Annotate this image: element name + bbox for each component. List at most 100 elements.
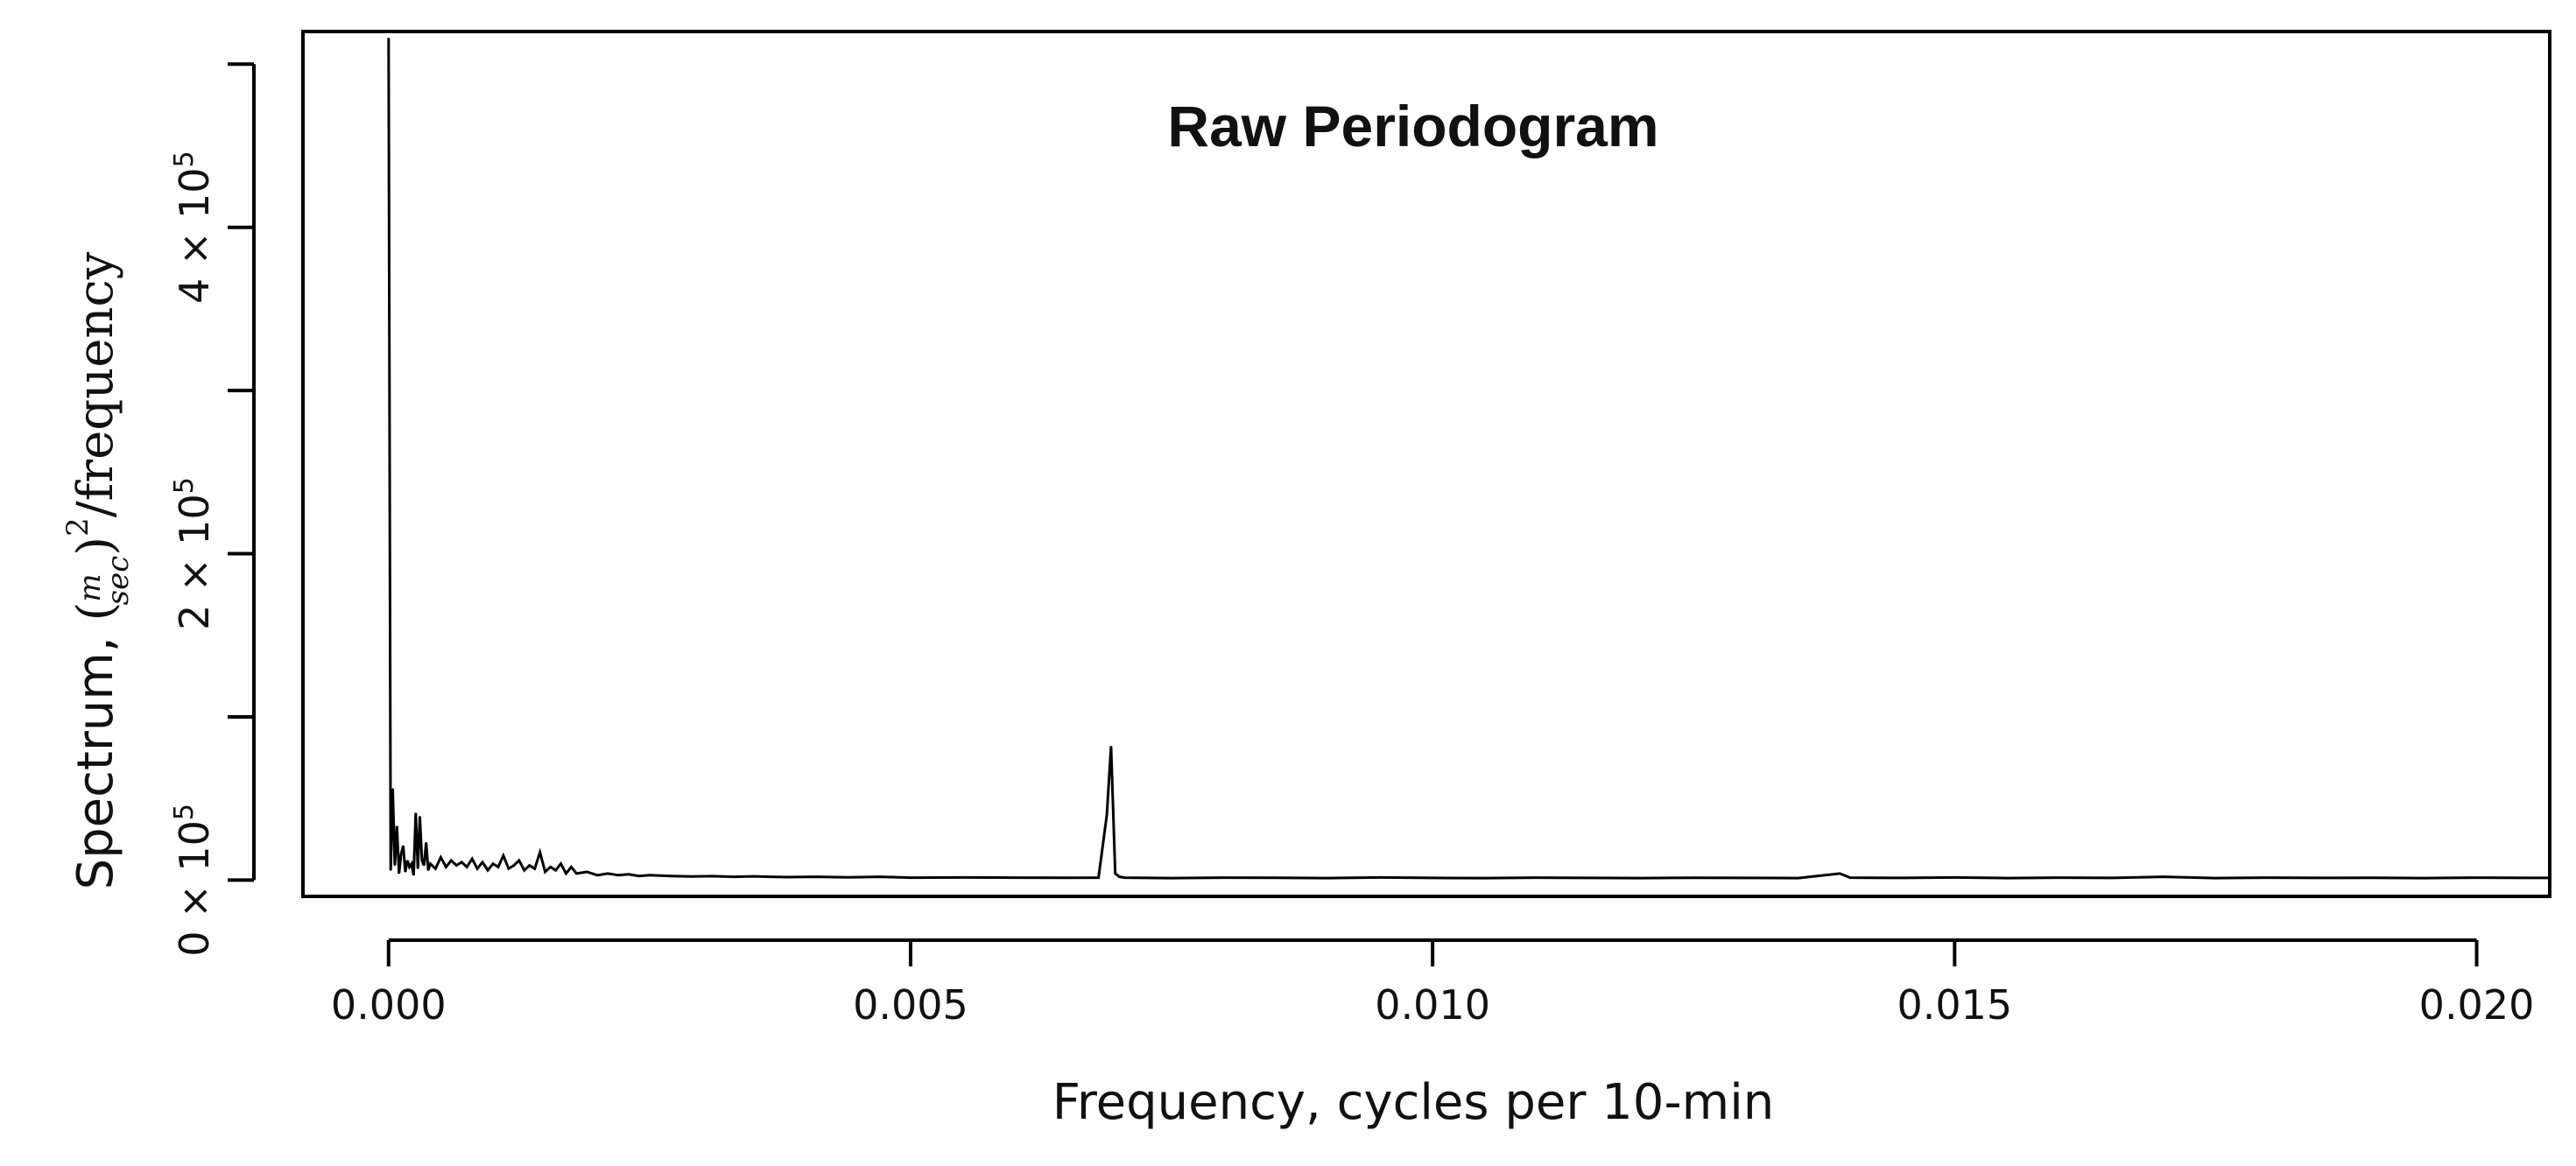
data-point (398, 873, 400, 874)
data-point (1106, 814, 1108, 816)
data-point (400, 853, 402, 855)
series-layer (387, 37, 2551, 880)
data-point (617, 874, 619, 876)
data-point (2475, 877, 2478, 879)
data-point (962, 876, 964, 879)
data-point (638, 875, 640, 877)
data-point (586, 871, 588, 873)
data-point (492, 863, 494, 865)
data-point (816, 876, 818, 878)
y-tick-label-exponent: 5 (169, 151, 200, 167)
data-point (476, 867, 478, 869)
data-point (394, 865, 396, 867)
data-point (1536, 877, 1538, 879)
data-point (560, 863, 562, 865)
data-point (508, 867, 510, 869)
plot-frame (301, 30, 2551, 898)
data-point (1066, 877, 1068, 879)
data-point (1118, 876, 1120, 878)
data-point (753, 875, 755, 877)
data-point (411, 863, 412, 865)
svg-text:Spectrum, (msec)2/frequency: Spectrum, (msec)2/frequency (60, 251, 136, 889)
data-point (1379, 876, 1382, 879)
data-point (575, 873, 578, 874)
data-point (1223, 877, 1225, 879)
y-axis-label-numerator: m (73, 573, 108, 601)
data-point (2549, 877, 2551, 879)
data-point (1902, 877, 1904, 879)
data-point (1110, 745, 1112, 748)
x-axis: 0.000 0.005 0.010 0.015 0.020 (331, 938, 2535, 1029)
data-point (434, 867, 436, 869)
data-point (1745, 877, 1747, 879)
data-point (412, 874, 414, 876)
y-axis-label-power: 2 (60, 517, 95, 537)
data-point (1839, 873, 1841, 874)
data-point (2163, 876, 2164, 878)
data-point (2528, 877, 2530, 879)
data-point (2110, 877, 2112, 879)
data-point (513, 865, 515, 867)
data-point (910, 877, 911, 879)
x-tick-label: 0.015 (1897, 981, 2012, 1029)
data-point (1641, 877, 1643, 879)
data-point (1115, 873, 1116, 874)
data-point (417, 867, 419, 869)
data-point (732, 876, 734, 878)
data-point (388, 37, 390, 39)
data-point (429, 863, 432, 865)
y-axis-label: Spectrum, (msec)2/frequency (60, 251, 136, 889)
x-tick-label: 0.020 (2419, 981, 2535, 1029)
x-tick-label: 0.005 (853, 981, 968, 1029)
data-point (1123, 877, 1125, 879)
data-point (1588, 877, 1590, 879)
data-point (455, 865, 457, 867)
y-tick-label-mantissa: 0 × 10 (171, 820, 218, 957)
data-point (534, 867, 536, 869)
data-point (391, 788, 394, 790)
data-point (565, 873, 567, 874)
data-point (482, 861, 483, 863)
data-point (2267, 877, 2269, 879)
data-point (423, 865, 425, 867)
x-tick-label: 0.010 (1375, 981, 1490, 1029)
data-point (471, 858, 473, 860)
data-point (539, 852, 541, 853)
data-point (649, 874, 651, 876)
data-point (2371, 877, 2373, 879)
data-point (596, 874, 598, 876)
data-point (1484, 877, 1486, 879)
data-point (555, 869, 557, 871)
data-point (1953, 876, 1955, 879)
data-point (487, 869, 489, 871)
y-tick-label-exponent: 5 (169, 804, 200, 820)
y-axis-label-prefix: Spectrum, (67, 621, 124, 889)
y-tick-label-exponent: 5 (169, 477, 200, 494)
chart-title: Raw Periodogram (1167, 94, 1658, 158)
y-tick-label-mantissa: 2 × 10 (171, 494, 218, 630)
y-tick-label: 4 × 105 (169, 151, 218, 304)
y-axis-label-denominator: sec (101, 556, 136, 606)
data-point (427, 869, 429, 871)
data-point (1327, 877, 1329, 879)
x-tick-label: 0.000 (331, 981, 447, 1029)
data-point (2424, 877, 2425, 879)
y-tick-label-mantissa: 4 × 10 (171, 167, 218, 304)
data-point (1098, 877, 1100, 879)
data-point (419, 816, 421, 818)
periodogram-line (387, 38, 2550, 880)
data-point (1275, 877, 1277, 879)
data-point (711, 875, 714, 877)
data-point (461, 861, 462, 863)
data-point (607, 873, 609, 874)
data-point (878, 876, 880, 878)
data-point (1014, 877, 1016, 879)
data-point (691, 875, 693, 877)
y-tick-label: 0 × 105 (169, 804, 218, 957)
data-point (415, 812, 417, 814)
y-axis-label-close-paren: ) (67, 537, 124, 556)
data-point (1432, 877, 1433, 879)
data-point (1849, 877, 1851, 879)
y-axis-label-suffix: /frequency (67, 251, 124, 517)
